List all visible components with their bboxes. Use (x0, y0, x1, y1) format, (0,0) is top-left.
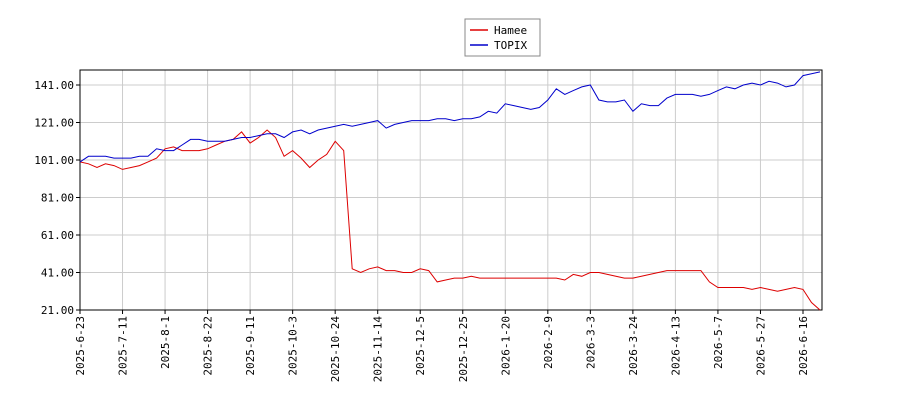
legend-label: Hamee (494, 24, 527, 37)
x-tick-label: 2026-3-24 (627, 316, 640, 376)
x-tick-label: 2026-2-9 (542, 316, 555, 369)
x-tick-label: 2025-11-14 (372, 316, 385, 383)
x-tick-label: 2025-12-5 (414, 316, 427, 376)
legend-label: TOPIX (494, 39, 527, 52)
y-tick-label: 21.00 (41, 304, 74, 317)
x-tick-label: 2025-8-1 (159, 316, 172, 369)
x-tick-label: 2026-6-16 (797, 316, 810, 376)
y-tick-label: 81.00 (41, 192, 74, 205)
x-tick-label: 2026-5-7 (712, 316, 725, 369)
y-tick-label: 61.00 (41, 229, 74, 242)
x-tick-label: 2026-1-20 (499, 316, 512, 376)
x-tick-label: 2025-6-23 (74, 316, 87, 376)
plot-frame (79, 69, 823, 311)
x-tick-label: 2026-5-27 (754, 316, 767, 376)
legend-box (464, 18, 541, 57)
x-tick-label: 2025-8-22 (202, 316, 215, 376)
x-tick-label: 2025-7-11 (117, 316, 130, 376)
x-tick-label: 2025-9-11 (244, 316, 257, 376)
y-tick-label: 121.00 (34, 117, 74, 130)
y-tick-label: 141.00 (34, 79, 74, 92)
x-tick-label: 2025-10-3 (287, 316, 300, 376)
x-tick-label: 2025-12-25 (457, 316, 470, 382)
x-tick-label: 2026-3-3 (584, 316, 597, 369)
y-tick-label: 101.00 (34, 154, 74, 167)
legend: Hamee TOPIX (464, 18, 541, 57)
series-line (79, 129, 821, 311)
y-tick-label: 41.00 (41, 267, 74, 280)
series-line (79, 71, 821, 163)
x-tick-label: 2026-4-13 (669, 316, 682, 376)
x-tick-label: 2025-10-24 (329, 316, 342, 383)
